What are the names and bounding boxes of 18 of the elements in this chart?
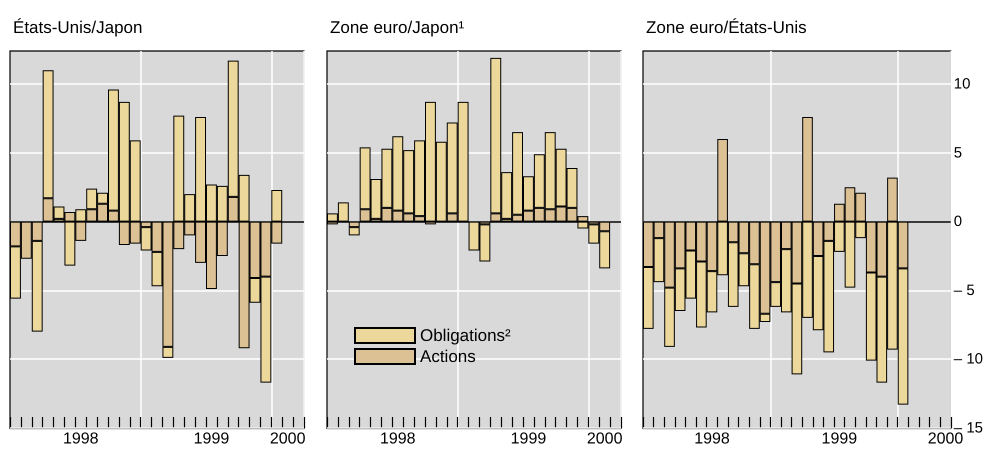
chart-title: États-Unis/Japon bbox=[13, 18, 142, 37]
y-tick-label: 0 bbox=[954, 213, 962, 230]
x-tick-label: 1998 bbox=[62, 430, 99, 448]
y-tick-label: 10 bbox=[954, 76, 970, 93]
y-tick-label: 5 bbox=[954, 144, 962, 162]
chart-title: Zone euro/Japon¹ bbox=[330, 18, 465, 37]
x-tick-label: 2000 bbox=[586, 430, 623, 448]
legend-label: Obligations² bbox=[420, 326, 512, 345]
x-tick-label: 1998 bbox=[380, 430, 416, 448]
x-tick-label: 1999 bbox=[194, 430, 230, 448]
y-tick-label: – 10 bbox=[954, 350, 984, 368]
x-tick-label: 2000 bbox=[270, 430, 306, 448]
x-tick-label: 1999 bbox=[822, 430, 858, 448]
x-tick-label: 1998 bbox=[694, 430, 730, 448]
y-tick-label: – 5 bbox=[954, 282, 975, 299]
x-tick-label: 1999 bbox=[510, 430, 546, 448]
chart-title: Zone euro/États-Unis bbox=[646, 18, 807, 37]
legend-label: Actions bbox=[420, 347, 476, 366]
